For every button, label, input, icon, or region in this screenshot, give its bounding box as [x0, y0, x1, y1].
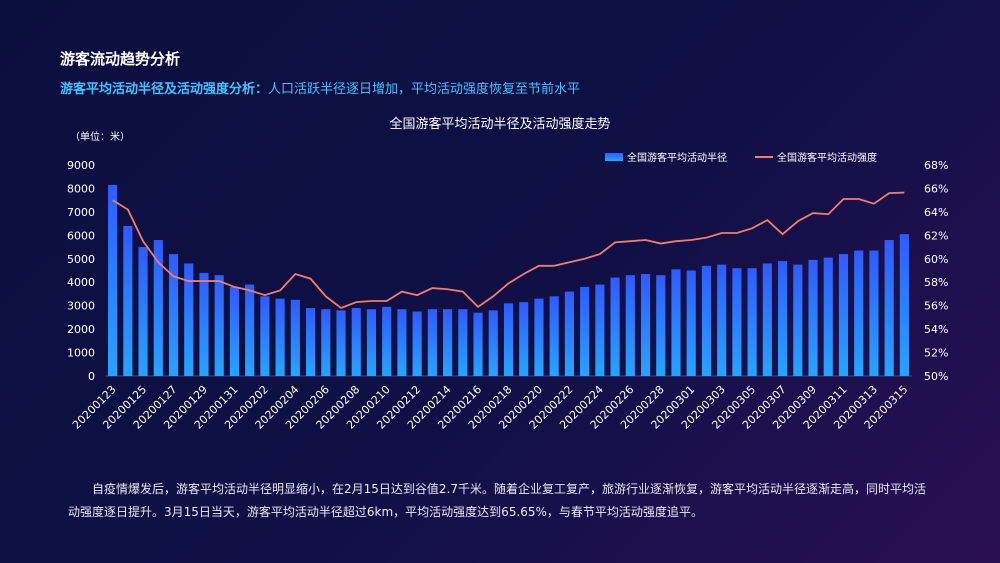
bar	[610, 277, 620, 376]
subtitle-label: 游客平均活动半径及活动强度分析：	[60, 82, 269, 97]
bar	[671, 269, 681, 376]
bar	[321, 309, 331, 376]
bar	[503, 303, 514, 376]
bar	[290, 299, 300, 376]
subtitle: 游客平均活动半径及活动强度分析：人口活跃半径逐日增加，平均活动强度恢复至节前水平	[60, 78, 580, 97]
bar	[823, 257, 833, 376]
bar	[260, 296, 270, 376]
y2-tick-label: 58%	[924, 276, 948, 289]
y2-tick-label: 66%	[924, 182, 948, 195]
bar	[717, 264, 727, 376]
bar	[397, 309, 407, 376]
y-tick-label: 9000	[67, 159, 95, 172]
bar	[366, 309, 377, 376]
bar	[808, 259, 818, 376]
bar	[701, 265, 712, 376]
y2-tick-label: 68%	[924, 159, 948, 172]
y-tick-label: 5000	[67, 253, 95, 266]
bar	[443, 309, 453, 376]
bar	[458, 309, 468, 376]
bar	[686, 270, 696, 376]
bar	[869, 250, 879, 376]
line	[112, 191, 905, 310]
bar	[305, 308, 316, 376]
bar	[595, 284, 605, 376]
y2-tick-label: 52%	[924, 347, 948, 360]
bar	[656, 275, 666, 376]
y2-tick-label: 54%	[924, 323, 948, 336]
bar	[351, 308, 361, 376]
bar	[153, 240, 163, 376]
y-tick-label: 2000	[67, 323, 95, 336]
bar	[838, 254, 849, 376]
bar	[336, 310, 346, 376]
legend-swatch	[605, 153, 623, 161]
bar	[275, 298, 285, 376]
bar	[382, 306, 392, 376]
bar	[214, 275, 224, 376]
bar	[488, 310, 498, 376]
paragraph: 自疫情爆发后，游客平均活动半径明显缩小，在2月15日达到谷值2.7千米。随着企业…	[68, 482, 926, 519]
y-tick-label: 1000	[67, 347, 95, 360]
y-tick-label: 0	[88, 370, 95, 383]
y2-tick-label: 56%	[924, 300, 948, 313]
bar	[778, 261, 788, 376]
bar	[625, 275, 635, 376]
bar	[473, 312, 483, 376]
bar	[549, 296, 559, 376]
bar	[168, 254, 179, 376]
bar	[123, 225, 133, 376]
bar	[412, 311, 422, 376]
y-tick-label: 6000	[67, 229, 95, 242]
bar	[732, 268, 742, 376]
bar	[899, 234, 909, 376]
y-unit: （单位：米）	[70, 130, 130, 143]
bar	[519, 302, 529, 376]
bar	[640, 274, 651, 376]
y-tick-label: 3000	[67, 300, 95, 313]
y2-tick-label: 60%	[924, 253, 948, 266]
bar	[245, 284, 255, 376]
y2-tick-label: 64%	[924, 206, 948, 219]
y2-tick-label: 62%	[924, 229, 948, 242]
bar	[564, 291, 574, 376]
page-title: 游客流动趋势分析	[60, 50, 181, 68]
bar	[184, 263, 194, 376]
bar	[229, 286, 239, 376]
bar	[793, 264, 803, 376]
bar	[138, 247, 148, 376]
y-tick-label: 8000	[67, 182, 95, 195]
legend-label: 全国游客平均活动强度	[777, 151, 877, 164]
bar	[762, 263, 772, 376]
subtitle-text: 人口活跃半径逐日增加，平均活动强度恢复至节前水平	[268, 82, 581, 97]
y-tick-label: 7000	[67, 206, 95, 219]
bar	[580, 286, 590, 376]
bar	[884, 240, 894, 376]
bar	[747, 268, 757, 376]
bar	[854, 250, 864, 376]
bar	[108, 184, 118, 376]
y-tick-label: 4000	[67, 276, 95, 289]
bar	[427, 309, 437, 376]
y2-tick-label: 50%	[924, 370, 948, 383]
bar	[199, 272, 209, 376]
bar	[534, 298, 544, 376]
chart-title: 全国游客平均活动半径及活动强度走势	[389, 116, 610, 132]
legend-label: 全国游客平均活动半径	[627, 151, 727, 164]
